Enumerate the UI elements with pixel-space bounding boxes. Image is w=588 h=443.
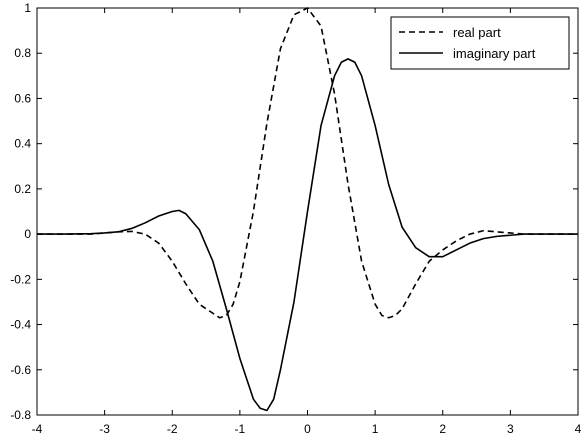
- x-tick-label: 3: [507, 422, 514, 436]
- y-tick-label: 0: [24, 227, 31, 241]
- y-tick-label: -0.6: [10, 363, 31, 377]
- y-tick-label: 1: [24, 1, 31, 15]
- x-tick-label: -3: [99, 422, 110, 436]
- y-tick-label: 0.6: [14, 91, 31, 105]
- y-tick-label: -0.2: [10, 272, 31, 286]
- x-tick-label: -2: [167, 422, 178, 436]
- x-tick-label: 2: [439, 422, 446, 436]
- x-tick-label: 1: [372, 422, 379, 436]
- axes-layer: -4 -3 -2 -1 0 1 2 3 4 -0.8 -0.6 -0.4 -0.2 0 0.2 0.4 0.6 0…: [10, 1, 581, 436]
- x-tick-label: 4: [575, 422, 582, 436]
- legend: real part imaginary part: [390, 16, 570, 70]
- x-tick-label: -4: [32, 422, 43, 436]
- x-tick-label: -1: [235, 422, 246, 436]
- y-tick-label: 0.4: [14, 137, 31, 151]
- legend-label: imaginary part: [453, 46, 536, 61]
- series-line-imaginary-part: [37, 58, 578, 412]
- y-tick-label: 0.8: [14, 46, 31, 60]
- y-tick-label: -0.4: [10, 318, 31, 332]
- y-tick-label: -0.8: [10, 408, 31, 422]
- y-tick-label: 0.2: [14, 182, 31, 196]
- legend-label: real part: [453, 25, 501, 40]
- legend-box: [390, 16, 570, 70]
- x-tick-label: 0: [304, 422, 311, 436]
